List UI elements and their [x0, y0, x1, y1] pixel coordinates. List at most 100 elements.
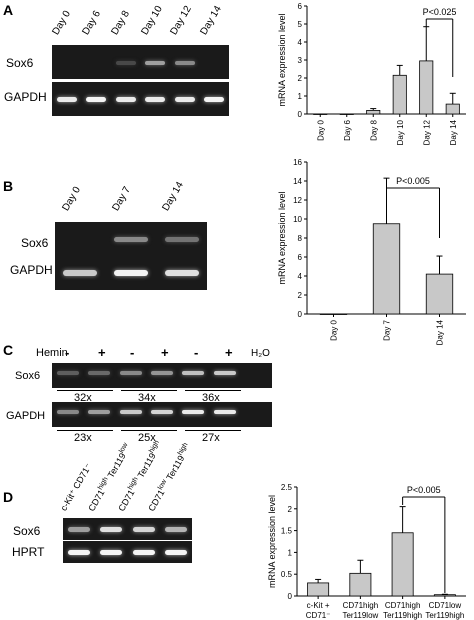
panel-d-sox6-gel	[63, 518, 192, 540]
cycle-label: 27x	[202, 432, 220, 444]
panel-d-letter: D	[3, 489, 14, 505]
cycle-label: 32x	[74, 392, 92, 404]
x-tick-label: Day 12	[422, 119, 431, 145]
bar	[372, 223, 401, 315]
bar	[391, 532, 414, 597]
panel-a-letter: A	[3, 2, 14, 18]
panel-c-water-label: H₂O	[251, 348, 270, 359]
y-tick-label: 14	[293, 177, 302, 186]
x-tick-label: c-Kit +	[307, 601, 330, 610]
gel-band	[115, 96, 136, 102]
y-axis-label: mRNA expression level	[277, 13, 287, 106]
x-tick-label: Ter119low	[342, 611, 378, 620]
y-tick-label: 16	[293, 158, 302, 167]
x-tick-label: Day 6	[343, 119, 352, 140]
hemin-sign: -	[194, 345, 199, 360]
lane-label: Day 7	[110, 184, 134, 213]
y-tick-label: 4	[298, 272, 303, 281]
gel-band	[164, 549, 187, 555]
y-tick-label: 5	[298, 20, 303, 29]
panel-d-sox6-label: Sox6	[13, 524, 41, 538]
bar	[425, 273, 454, 315]
panel-c-sox6-label: Sox6	[15, 370, 41, 382]
panel-b-sox6-gel	[55, 222, 207, 260]
bar	[392, 74, 407, 115]
lane-label: Day 14	[160, 180, 186, 213]
panel-c-gapdh-gel	[52, 402, 272, 427]
lane-label: Day 0	[60, 184, 84, 213]
x-tick-label: Day 14	[436, 319, 445, 345]
y-tick-label: 0.5	[281, 570, 293, 579]
gel-band	[204, 96, 225, 102]
gel-band	[100, 549, 123, 555]
gel-band	[68, 526, 91, 532]
gel-band	[182, 371, 205, 375]
x-tick-label: Day 0	[316, 119, 325, 140]
bar	[313, 113, 328, 115]
hemin-sign: -	[130, 345, 135, 360]
panel-a-gapdh-label: GAPDH	[4, 90, 47, 104]
panel-b-sox6-label: Sox6	[21, 236, 49, 250]
cycle-bracket	[185, 390, 241, 391]
panel-a-gapdh-gel	[52, 82, 229, 116]
gel-band	[174, 96, 195, 102]
y-tick-label: 0	[298, 310, 303, 319]
gel-band	[145, 61, 166, 65]
gel-band	[174, 61, 195, 65]
panel-c-sox6-gel	[52, 363, 272, 388]
y-tick-label: 4	[298, 38, 303, 47]
y-tick-label: 2	[288, 505, 293, 514]
cycle-label: 23x	[74, 432, 92, 444]
x-tick-label: Day 14	[449, 119, 458, 145]
gel-band	[164, 526, 187, 532]
y-tick-label: 6	[298, 253, 303, 262]
gel-band	[164, 236, 199, 242]
gel-band	[88, 410, 111, 414]
cycle-label: 25x	[138, 432, 156, 444]
x-tick-label: Day 7	[383, 319, 392, 340]
y-tick-label: 1.5	[281, 527, 293, 536]
bar	[419, 60, 434, 115]
panel-a-sox6-label: Sox6	[6, 56, 34, 70]
cycle-label: 36x	[202, 392, 220, 404]
gel-band	[56, 410, 79, 414]
gel-band	[213, 371, 236, 375]
cycle-label: 34x	[138, 392, 156, 404]
panel-c-gapdh-label: GAPDH	[6, 410, 46, 422]
gel-band	[164, 270, 199, 276]
bar	[349, 572, 372, 597]
panel-a-sox6-gel	[52, 45, 229, 79]
gel-band	[100, 526, 123, 532]
x-tick-label: CD71high	[385, 601, 421, 610]
gel-band	[132, 526, 155, 532]
x-tick-label: CD71⁻	[306, 611, 331, 620]
panel-c-letter: C	[3, 342, 14, 358]
hemin-sign: +	[161, 345, 169, 360]
lane-label: Day 12	[168, 4, 194, 38]
gel-band	[145, 96, 166, 102]
y-tick-label: 3	[298, 56, 303, 65]
cycle-bracket	[121, 390, 177, 391]
bar	[445, 103, 460, 115]
significance-label: P<0.025	[423, 7, 457, 17]
cycle-bracket	[57, 430, 113, 431]
lane-label: Day 8	[109, 8, 133, 37]
gel-band	[88, 371, 111, 375]
bar	[339, 113, 354, 115]
y-axis-label: mRNA expression level	[267, 495, 277, 588]
cycle-bracket	[185, 430, 241, 431]
x-tick-label: CD71low	[429, 601, 462, 610]
cycle-bracket	[121, 430, 177, 431]
x-tick-label: Ter119high	[425, 611, 464, 620]
y-tick-label: 2	[298, 291, 303, 300]
gel-band	[151, 371, 173, 375]
gel-band	[119, 410, 142, 414]
panel-b-letter: B	[3, 178, 14, 194]
significance-label: P<0.005	[396, 176, 430, 186]
y-tick-label: 12	[293, 196, 302, 205]
bar	[433, 594, 456, 597]
bar	[319, 313, 348, 315]
gel-band	[63, 270, 98, 276]
bar	[366, 110, 381, 115]
lane-label: Day 10	[138, 4, 165, 38]
